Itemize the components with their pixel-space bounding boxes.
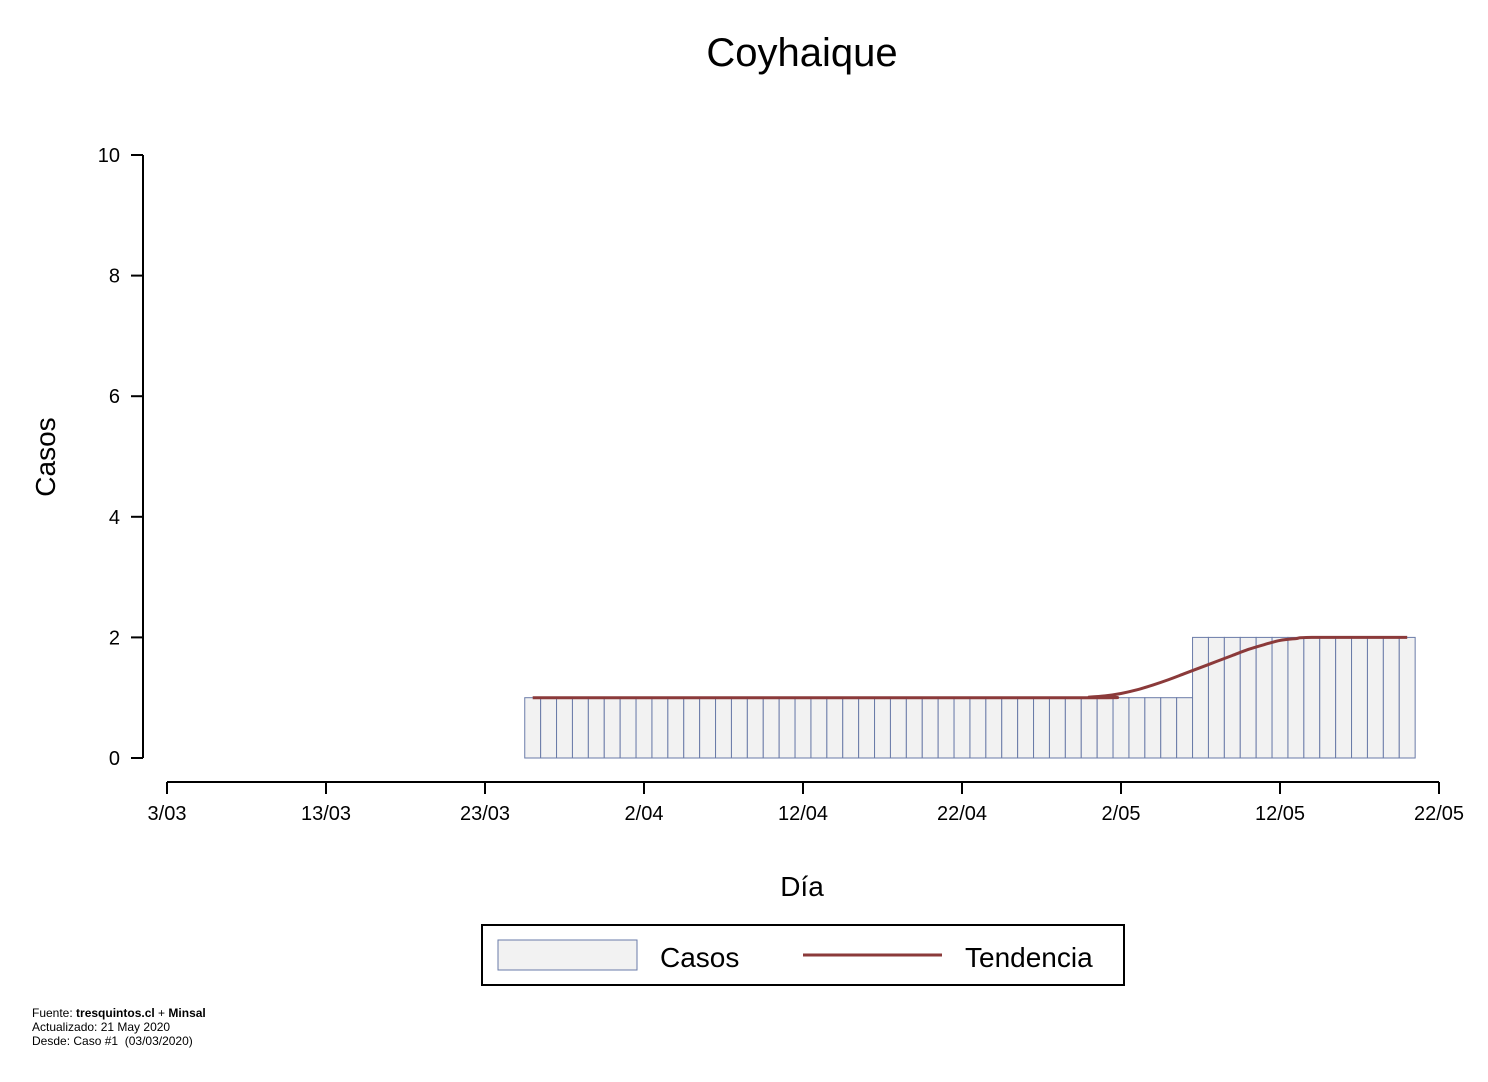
bar-2-04 — [635, 697, 653, 759]
legend-swatch-casos — [497, 939, 638, 971]
x-tick-label: 3/03 — [148, 803, 187, 825]
bar-10-05 — [1239, 636, 1257, 759]
credits-since: Desde: Caso #1 (03/03/2020) — [32, 1034, 193, 1048]
legend: Casos Tendencia — [481, 924, 1125, 986]
bar-1-04 — [619, 697, 637, 759]
bar-27-03 — [540, 697, 558, 759]
source-site: tresquintos.cl — [76, 1006, 155, 1020]
bar-27-04 — [1033, 697, 1050, 759]
chart-title: Coyhaique — [706, 31, 897, 75]
bar-16-04 — [858, 697, 876, 759]
y-tick-label: 10 — [98, 145, 120, 167]
source-plus: + — [154, 1006, 169, 1020]
y-tick-label: 6 — [109, 386, 120, 408]
bars-group — [524, 636, 1416, 759]
bar-17-04 — [874, 697, 891, 759]
x-tick-label: 22/05 — [1414, 803, 1464, 825]
bar-17-05 — [1351, 636, 1368, 759]
bar-12-04 — [794, 697, 812, 759]
bar-15-05 — [1319, 636, 1337, 759]
y-tick-label: 2 — [109, 627, 120, 649]
bar-30-04 — [1080, 697, 1098, 759]
bar-2-05 — [1112, 697, 1130, 759]
x-ticks: 3/03 13/03 23/03 2/04 12/04 22/04 2/05 12/05 22/… — [148, 782, 1464, 825]
source-org: Minsal — [168, 1006, 206, 1020]
bar-11-05 — [1255, 636, 1273, 759]
bar-12-05 — [1271, 636, 1289, 759]
trend-line — [532, 635, 1408, 700]
bar-21-04 — [937, 697, 955, 759]
x-tick-label: 12/05 — [1255, 803, 1305, 825]
bar-24-04 — [985, 697, 1003, 759]
x-axis: 3/03 13/03 23/03 2/04 12/04 22/04 2/05 12/05 22/… — [148, 781, 1464, 825]
bar-13-04 — [810, 697, 828, 759]
x-tick-label: 22/04 — [937, 803, 987, 825]
x-tick-label: 2/04 — [625, 803, 664, 825]
bar-14-05 — [1303, 636, 1321, 759]
x-tick-label: 2/05 — [1102, 803, 1141, 825]
bar-5-04 — [683, 697, 701, 759]
bar-20-04 — [921, 697, 939, 759]
bar-31-03 — [603, 697, 621, 759]
bar-28-03 — [556, 697, 573, 759]
y-tick-label: 0 — [109, 748, 120, 770]
bar-18-04 — [889, 697, 907, 759]
bar-29-03 — [571, 697, 589, 759]
x-axis-label: Día — [780, 871, 824, 902]
bar-25-04 — [1001, 697, 1019, 759]
bar-18-05 — [1366, 636, 1384, 759]
credits-source: Fuente: tresquintos.cl + Minsal — [32, 1006, 206, 1020]
bar-8-04 — [730, 697, 748, 759]
bar-14-04 — [826, 697, 844, 759]
credits: Fuente: tresquintos.cl + Minsal Actualiz… — [32, 1006, 206, 1048]
bar-15-04 — [842, 697, 860, 759]
bar-4-04 — [667, 697, 685, 759]
bar-26-04 — [1017, 697, 1035, 759]
bar-6-05 — [1176, 697, 1194, 759]
bar-10-04 — [762, 697, 780, 759]
y-axis: 0 2 4 6 8 10 — [98, 145, 144, 770]
bar-1-05 — [1096, 697, 1114, 759]
bar-16-05 — [1335, 636, 1353, 759]
bar-26-03 — [524, 697, 542, 759]
credits-updated: Actualizado: 21 May 2020 — [32, 1020, 171, 1034]
legend-label-tendencia: Tendencia — [965, 942, 1093, 973]
y-tick-label: 8 — [109, 266, 120, 288]
bar-13-05 — [1287, 636, 1305, 759]
x-tick-label: 12/04 — [778, 803, 828, 825]
bar-20-05 — [1398, 636, 1416, 759]
bar-22-04 — [953, 697, 971, 759]
bar-7-04 — [715, 697, 732, 759]
bar-9-04 — [746, 697, 764, 759]
bar-19-04 — [905, 697, 923, 759]
bar-3-04 — [651, 697, 669, 759]
x-tick-label: 13/03 — [301, 803, 351, 825]
bar-7-05 — [1192, 636, 1209, 759]
bar-8-05 — [1207, 636, 1225, 759]
y-tick-label: 4 — [109, 507, 120, 529]
bar-23-04 — [969, 697, 987, 759]
bar-30-03 — [587, 697, 605, 759]
source-label: Fuente: — [32, 1006, 77, 1020]
bar-19-05 — [1382, 636, 1400, 759]
bar-28-04 — [1048, 697, 1066, 759]
x-tick-label: 23/03 — [460, 803, 510, 825]
bar-11-04 — [778, 697, 796, 759]
legend-label-casos: Casos — [660, 942, 739, 973]
bar-29-04 — [1064, 697, 1082, 759]
y-ticks: 0 2 4 6 8 10 — [98, 145, 143, 770]
bar-6-04 — [699, 697, 717, 759]
bar-5-05 — [1160, 697, 1178, 759]
y-axis-label: Casos — [30, 417, 61, 496]
bar-4-05 — [1144, 697, 1162, 759]
bar-3-05 — [1128, 697, 1146, 759]
